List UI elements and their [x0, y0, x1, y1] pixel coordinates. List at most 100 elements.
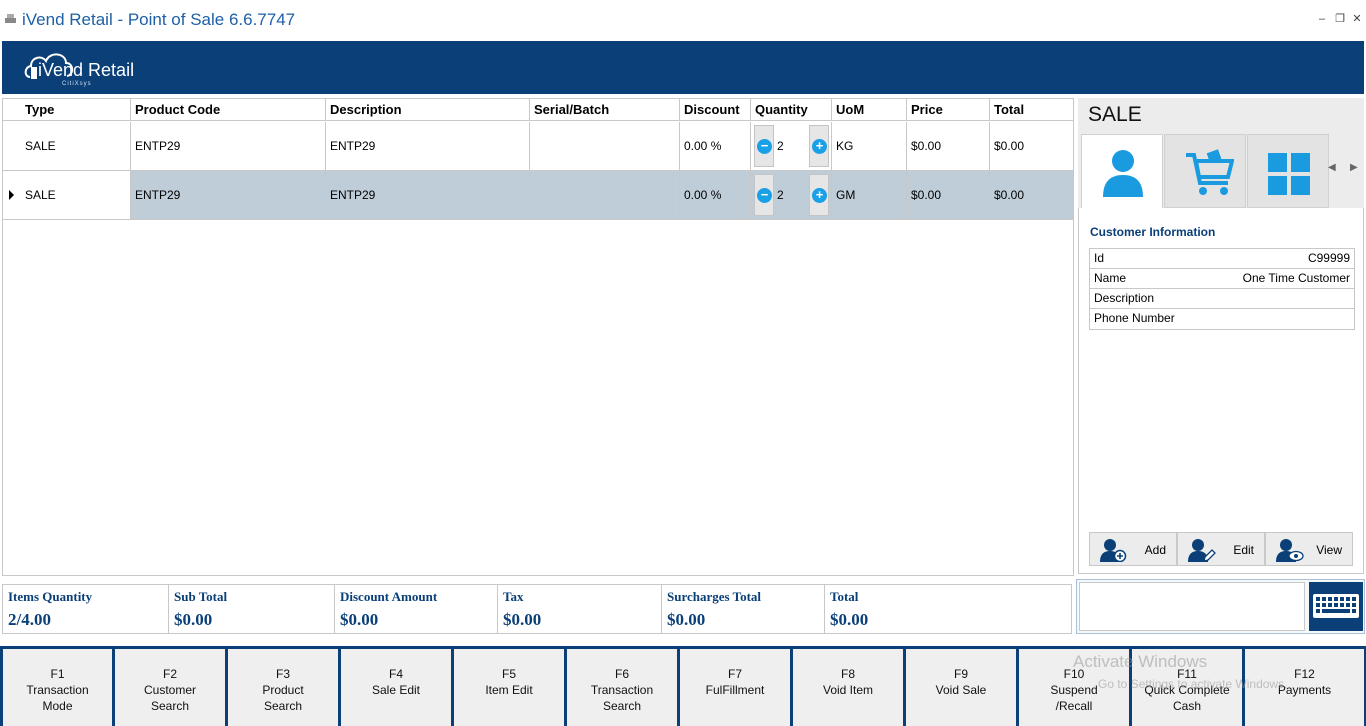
customer-field-id: Id C99999: [1090, 249, 1354, 269]
quantity-value: 2: [777, 139, 784, 153]
fkey-label: /Recall: [1055, 699, 1093, 713]
current-row-arrow-icon: [9, 190, 14, 200]
close-icon[interactable]: ✕: [1352, 13, 1362, 25]
fkey-label: Search: [602, 699, 642, 713]
cell-discount: 0.00 %: [680, 171, 751, 219]
cart-icon: [1186, 149, 1234, 195]
fkey-label: Search: [263, 699, 303, 713]
fkey-code: F3: [275, 667, 290, 681]
column-quantity[interactable]: Quantity: [751, 99, 832, 121]
cell-serial-batch[interactable]: [530, 122, 680, 170]
column-serial-batch[interactable]: Serial/Batch: [530, 99, 680, 121]
items-quantity-total: Items Quantity 2/4.00: [3, 585, 169, 633]
table-row[interactable]: SALE ENTP29 ENTP29 0.00 % − 2 + GM $0.00…: [3, 171, 1073, 220]
keyboard-button[interactable]: [1309, 582, 1363, 631]
f8-void-item-button[interactable]: F8 Void Item: [793, 649, 903, 726]
minimize-icon[interactable]: –: [1318, 13, 1326, 25]
fkey-code: F6: [614, 667, 629, 681]
cell-price: $0.00: [907, 171, 990, 219]
side-panel: SALE ◀ ▶: [1078, 98, 1364, 574]
column-description[interactable]: Description: [326, 99, 530, 121]
app-icon: [5, 14, 16, 23]
scan-entry-area: [1076, 579, 1365, 634]
tab-grid[interactable]: [1247, 134, 1329, 208]
field-label: Phone Number: [1094, 311, 1175, 325]
f12-payments-button[interactable]: F12 Payments: [1245, 649, 1364, 726]
decrease-quantity-button[interactable]: −: [754, 125, 774, 167]
minus-icon: −: [757, 188, 772, 203]
edit-label: Edit: [1233, 543, 1254, 557]
tab-customer[interactable]: [1081, 134, 1163, 210]
restore-icon[interactable]: ❐: [1335, 13, 1345, 25]
cell-description: ENTP29: [326, 171, 530, 219]
edit-user-icon: [1188, 539, 1216, 562]
items-quantity-value: 2/4.00: [8, 610, 51, 629]
items-quantity-label: Items Quantity: [8, 589, 93, 604]
tab-scroll-right-icon[interactable]: ▶: [1350, 162, 1358, 173]
f4-sale-edit-button[interactable]: F4 Sale Edit: [341, 649, 451, 726]
column-product-code[interactable]: Product Code: [131, 99, 326, 121]
view-label: View: [1316, 543, 1342, 557]
field-value: One Time Customer: [1242, 271, 1350, 285]
scan-input[interactable]: [1079, 582, 1305, 631]
field-label: Name: [1094, 271, 1127, 285]
fkey-label: Search: [150, 699, 190, 713]
f5-item-edit-button[interactable]: F5 Item Edit: [454, 649, 564, 726]
tab-cart[interactable]: [1164, 134, 1246, 208]
fkey-label: Suspend: [1050, 683, 1098, 697]
fkey-label: Transaction: [590, 683, 654, 697]
sale-title: SALE: [1088, 103, 1142, 126]
increase-quantity-button[interactable]: +: [809, 125, 829, 167]
sub-total-label: Sub Total: [174, 589, 228, 604]
f9-void-sale-button[interactable]: F9 Void Sale: [906, 649, 1016, 726]
fkey-code: F11: [1177, 667, 1197, 681]
column-price[interactable]: Price: [907, 99, 990, 121]
table-row[interactable]: SALE ENTP29 ENTP29 0.00 % − 2 + KG $0.00…: [3, 122, 1073, 171]
cell-product-code: ENTP29: [131, 171, 326, 219]
fkey-label: Quick Complete: [1144, 683, 1230, 697]
total-value: $0.00: [830, 610, 869, 629]
column-total[interactable]: Total: [994, 102, 1025, 117]
column-discount[interactable]: Discount: [680, 99, 751, 121]
keyboard-icon: [1313, 594, 1359, 618]
cell-quantity: − 2 +: [751, 122, 832, 170]
column-type[interactable]: Type: [21, 99, 131, 121]
sub-total: Sub Total $0.00: [169, 585, 335, 633]
discount-amount-total: Discount Amount $0.00: [335, 585, 498, 633]
add-customer-button[interactable]: Add: [1089, 532, 1177, 566]
cell-product-code: ENTP29: [131, 122, 326, 170]
f1-transaction-mode-button[interactable]: F1 Transaction Mode: [3, 649, 112, 726]
f7-fulfillment-button[interactable]: F7 FulFillment: [680, 649, 790, 726]
side-tabs: ◀ ▶: [1078, 132, 1364, 210]
window-title: iVend Retail - Point of Sale 6.6.7747: [22, 10, 296, 29]
sale-items-grid: Type Product Code Description Serial/Bat…: [2, 98, 1074, 576]
surcharges-total: Surcharges Total $0.00: [662, 585, 825, 633]
f6-transaction-search-button[interactable]: F6 Transaction Search: [567, 649, 677, 726]
fkey-code: F2: [162, 667, 177, 681]
f3-product-search-button[interactable]: F3 Product Search: [228, 649, 338, 726]
customer-info-title: Customer Information: [1090, 225, 1216, 239]
customer-field-description: Description: [1090, 289, 1354, 309]
grand-total: Total $0.00: [825, 585, 1071, 633]
cell-serial-batch[interactable]: [530, 171, 680, 219]
column-uom[interactable]: UoM: [832, 99, 907, 121]
f10-suspend-recall-button[interactable]: F10 Suspend/Recall: [1019, 649, 1129, 726]
edit-customer-button[interactable]: Edit: [1177, 532, 1265, 566]
view-customer-button[interactable]: View: [1265, 532, 1353, 566]
fkey-label: Mode: [42, 699, 73, 713]
fkey-label: Transaction: [26, 683, 89, 697]
increase-quantity-button[interactable]: +: [809, 174, 829, 216]
tab-scroll-left-icon[interactable]: ◀: [1328, 162, 1336, 173]
fkey-code: F1: [50, 667, 65, 681]
f2-customer-search-button[interactable]: F2 Customer Search: [115, 649, 225, 726]
fkey-label: FulFillment: [705, 683, 765, 697]
totals-bar: Items Quantity 2/4.00 Sub Total $0.00 Di…: [2, 584, 1072, 634]
f11-quick-complete-cash-button[interactable]: F11 Quick Complete Cash: [1132, 649, 1242, 726]
minus-icon: −: [757, 139, 772, 154]
fkey-label: Item Edit: [485, 683, 533, 697]
fkey-label: Cash: [1172, 699, 1201, 713]
decrease-quantity-button[interactable]: −: [754, 174, 774, 216]
add-label: Add: [1144, 543, 1166, 557]
fkey-code: F4: [388, 667, 403, 681]
cell-total: $0.00: [994, 188, 1025, 202]
